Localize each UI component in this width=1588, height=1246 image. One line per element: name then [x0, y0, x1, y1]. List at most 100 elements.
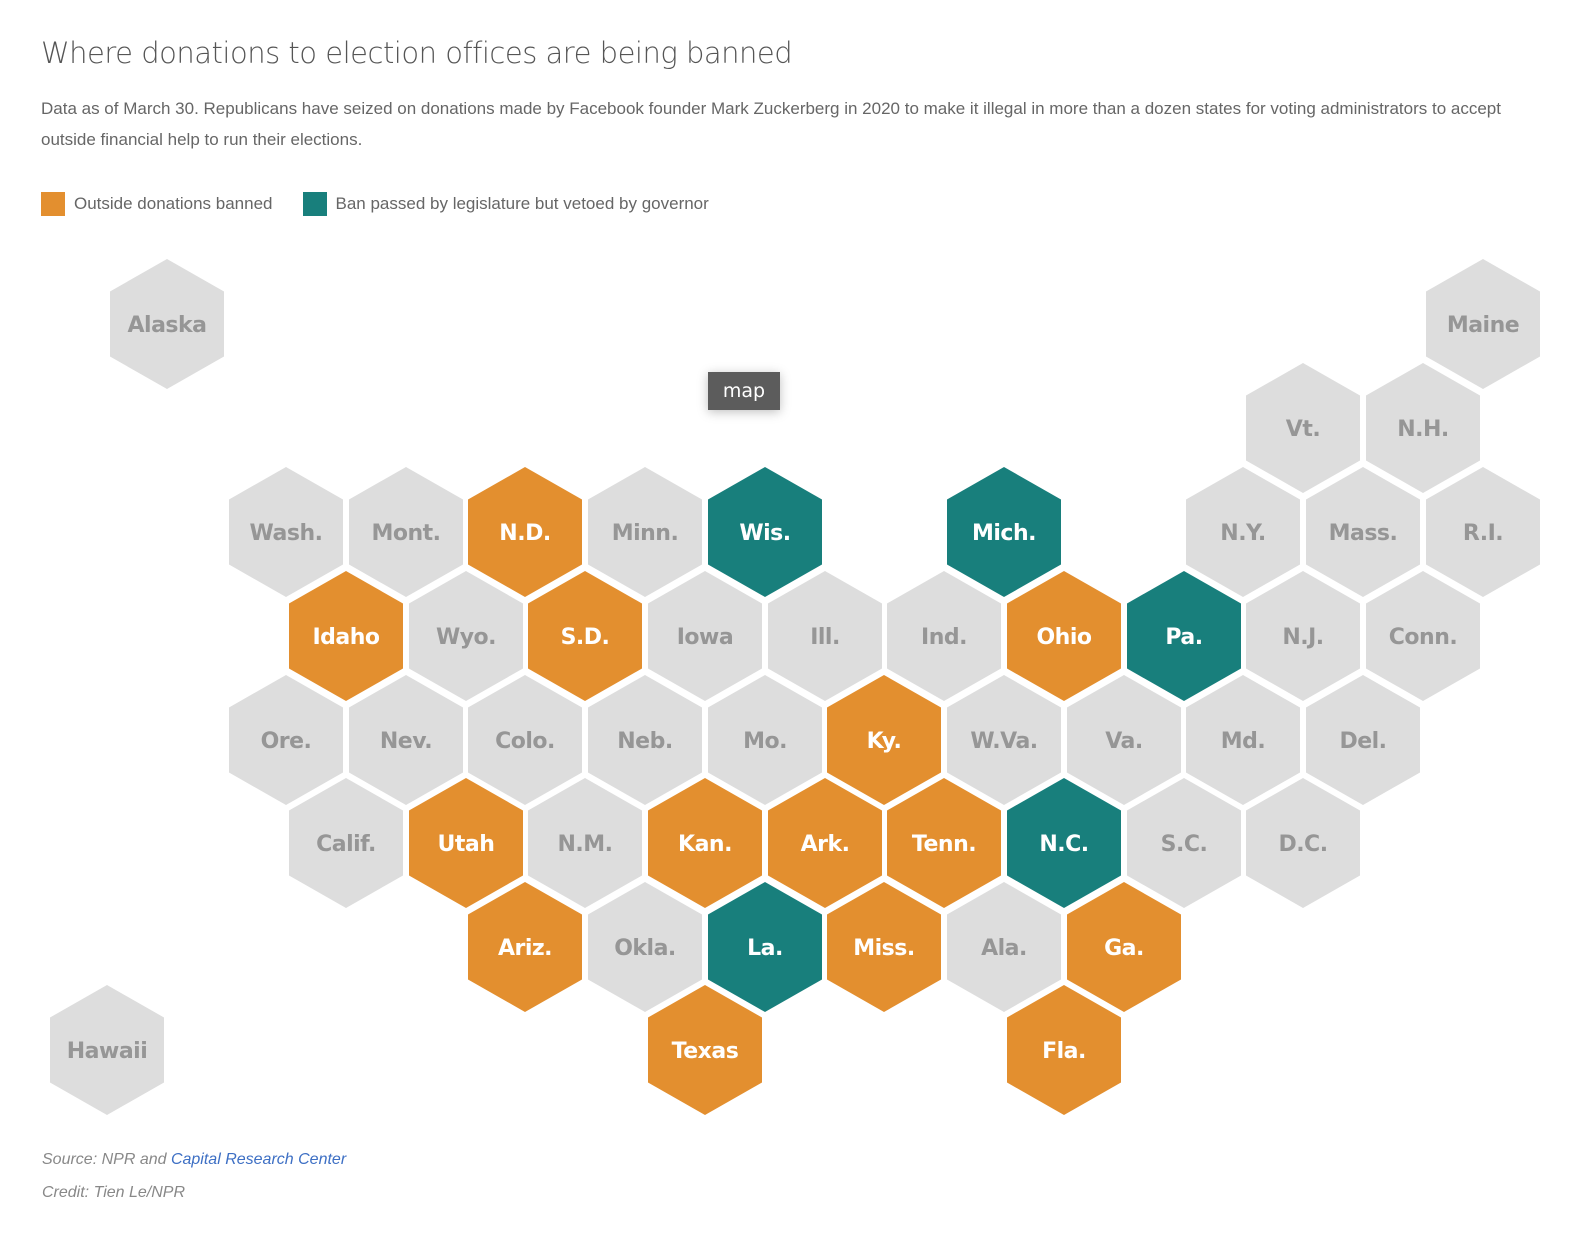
state-hex-conn[interactable]: Conn.: [1366, 571, 1480, 701]
hex-shape[interactable]: [1366, 571, 1480, 701]
hex-shape[interactable]: [768, 571, 882, 701]
state-hex-n-y[interactable]: N.Y.: [1186, 467, 1300, 597]
state-hex-tenn[interactable]: Tenn.: [887, 778, 1001, 908]
state-hex-colo[interactable]: Colo.: [468, 675, 582, 805]
hex-shape[interactable]: [1127, 778, 1241, 908]
hex-shape[interactable]: [827, 675, 941, 805]
state-hex-okla[interactable]: Okla.: [588, 882, 702, 1012]
state-hex-texas[interactable]: Texas: [648, 985, 762, 1115]
hex-shape[interactable]: [1186, 675, 1300, 805]
state-hex-ga[interactable]: Ga.: [1067, 882, 1181, 1012]
hex-shape[interactable]: [229, 675, 343, 805]
state-hex-ariz[interactable]: Ariz.: [468, 882, 582, 1012]
hex-shape[interactable]: [1306, 675, 1420, 805]
state-hex-wis[interactable]: Wis.: [708, 467, 822, 597]
hex-shape[interactable]: [349, 675, 463, 805]
hex-shape[interactable]: [1426, 467, 1540, 597]
state-hex-ohio[interactable]: Ohio: [1007, 571, 1121, 701]
state-hex-idaho[interactable]: Idaho: [289, 571, 403, 701]
hex-shape[interactable]: [50, 985, 164, 1115]
hex-shape[interactable]: [409, 778, 523, 908]
hex-shape[interactable]: [1246, 778, 1360, 908]
state-hex-mo[interactable]: Mo.: [708, 675, 822, 805]
hex-shape[interactable]: [1186, 467, 1300, 597]
hex-shape[interactable]: [1007, 778, 1121, 908]
state-hex-alaska[interactable]: Alaska: [110, 259, 224, 389]
hex-shape[interactable]: [349, 467, 463, 597]
state-hex-ala[interactable]: Ala.: [947, 882, 1061, 1012]
hex-shape[interactable]: [229, 467, 343, 597]
state-hex-n-j[interactable]: N.J.: [1246, 571, 1360, 701]
hex-shape[interactable]: [528, 571, 642, 701]
state-hex-miss[interactable]: Miss.: [827, 882, 941, 1012]
hex-shape[interactable]: [768, 778, 882, 908]
hex-shape[interactable]: [1007, 571, 1121, 701]
state-hex-la[interactable]: La.: [708, 882, 822, 1012]
state-hex-mass[interactable]: Mass.: [1306, 467, 1420, 597]
state-hex-hawaii[interactable]: Hawaii: [50, 985, 164, 1115]
state-hex-maine[interactable]: Maine: [1426, 259, 1540, 389]
hex-shape[interactable]: [648, 778, 762, 908]
state-hex-mont[interactable]: Mont.: [349, 467, 463, 597]
state-hex-fla[interactable]: Fla.: [1007, 985, 1121, 1115]
state-hex-va[interactable]: Va.: [1067, 675, 1181, 805]
state-hex-n-c[interactable]: N.C.: [1007, 778, 1121, 908]
state-hex-n-m[interactable]: N.M.: [528, 778, 642, 908]
state-hex-iowa[interactable]: Iowa: [648, 571, 762, 701]
hex-shape[interactable]: [289, 571, 403, 701]
state-hex-vt[interactable]: Vt.: [1246, 363, 1360, 493]
hex-shape[interactable]: [827, 882, 941, 1012]
state-hex-ark[interactable]: Ark.: [768, 778, 882, 908]
hex-shape[interactable]: [708, 675, 822, 805]
hex-shape[interactable]: [1426, 259, 1540, 389]
state-hex-r-i[interactable]: R.I.: [1426, 467, 1540, 597]
hex-shape[interactable]: [110, 259, 224, 389]
hex-shape[interactable]: [1246, 571, 1360, 701]
state-hex-s-c[interactable]: S.C.: [1127, 778, 1241, 908]
hex-shape[interactable]: [887, 778, 1001, 908]
state-hex-n-h[interactable]: N.H.: [1366, 363, 1480, 493]
state-hex-ky[interactable]: Ky.: [827, 675, 941, 805]
hex-shape[interactable]: [528, 778, 642, 908]
state-hex-ind[interactable]: Ind.: [887, 571, 1001, 701]
state-hex-wash[interactable]: Wash.: [229, 467, 343, 597]
state-hex-nev[interactable]: Nev.: [349, 675, 463, 805]
hex-shape[interactable]: [648, 985, 762, 1115]
state-hex-mich[interactable]: Mich.: [947, 467, 1061, 597]
hex-shape[interactable]: [1007, 985, 1121, 1115]
source-link[interactable]: Capital Research Center: [170, 1151, 347, 1168]
state-hex-pa[interactable]: Pa.: [1127, 571, 1241, 701]
state-hex-w-va[interactable]: W.Va.: [947, 675, 1061, 805]
hex-shape[interactable]: [588, 675, 702, 805]
state-hex-md[interactable]: Md.: [1186, 675, 1300, 805]
hex-shape[interactable]: [1366, 363, 1480, 493]
hex-shape[interactable]: [1246, 363, 1360, 493]
hex-shape[interactable]: [648, 571, 762, 701]
hex-shape[interactable]: [1067, 882, 1181, 1012]
state-hex-utah[interactable]: Utah: [409, 778, 523, 908]
hex-shape[interactable]: [468, 675, 582, 805]
hex-shape[interactable]: [708, 882, 822, 1012]
hex-shape[interactable]: [947, 675, 1061, 805]
state-hex-kan[interactable]: Kan.: [648, 778, 762, 908]
state-hex-neb[interactable]: Neb.: [588, 675, 702, 805]
hex-shape[interactable]: [588, 467, 702, 597]
hex-shape[interactable]: [947, 467, 1061, 597]
hex-shape[interactable]: [1067, 675, 1181, 805]
state-hex-ill[interactable]: Ill.: [768, 571, 882, 701]
state-hex-ore[interactable]: Ore.: [229, 675, 343, 805]
hex-shape[interactable]: [588, 882, 702, 1012]
hex-shape[interactable]: [409, 571, 523, 701]
hex-shape[interactable]: [1127, 571, 1241, 701]
state-hex-del[interactable]: Del.: [1306, 675, 1420, 805]
state-hex-minn[interactable]: Minn.: [588, 467, 702, 597]
state-hex-s-d[interactable]: S.D.: [528, 571, 642, 701]
hex-shape[interactable]: [708, 467, 822, 597]
hex-shape[interactable]: [1306, 467, 1420, 597]
hex-shape[interactable]: [468, 882, 582, 1012]
hex-shape[interactable]: [887, 571, 1001, 701]
state-hex-n-d[interactable]: N.D.: [468, 467, 582, 597]
state-hex-d-c[interactable]: D.C.: [1246, 778, 1360, 908]
hex-shape[interactable]: [468, 467, 582, 597]
state-hex-calif[interactable]: Calif.: [289, 778, 403, 908]
